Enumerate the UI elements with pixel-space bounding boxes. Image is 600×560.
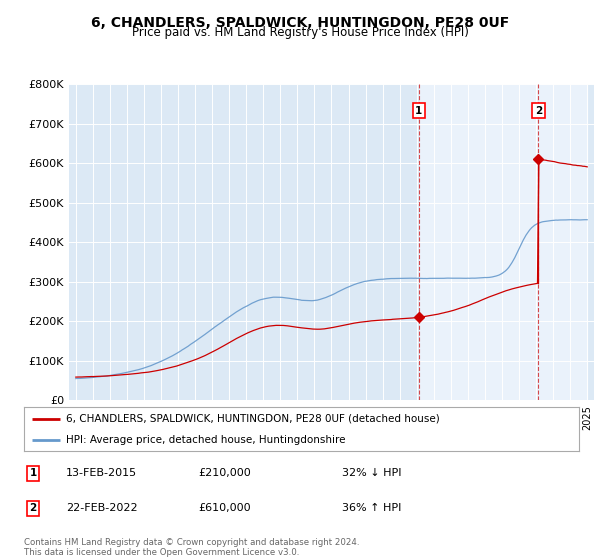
Text: 32% ↓ HPI: 32% ↓ HPI	[342, 468, 401, 478]
Text: 22-FEB-2022: 22-FEB-2022	[66, 503, 137, 514]
Text: 36% ↑ HPI: 36% ↑ HPI	[342, 503, 401, 514]
Text: 2: 2	[29, 503, 37, 514]
Text: 1: 1	[29, 468, 37, 478]
Text: £610,000: £610,000	[198, 503, 251, 514]
Text: 6, CHANDLERS, SPALDWICK, HUNTINGDON, PE28 0UF (detached house): 6, CHANDLERS, SPALDWICK, HUNTINGDON, PE2…	[65, 414, 439, 424]
Bar	[419, 84, 587, 400]
Text: 2: 2	[535, 106, 542, 116]
Text: HPI: Average price, detached house, Huntingdonshire: HPI: Average price, detached house, Hunt…	[65, 435, 345, 445]
Text: 13-FEB-2015: 13-FEB-2015	[66, 468, 137, 478]
Text: Contains HM Land Registry data © Crown copyright and database right 2024.
This d: Contains HM Land Registry data © Crown c…	[24, 538, 359, 557]
Text: Price paid vs. HM Land Registry's House Price Index (HPI): Price paid vs. HM Land Registry's House …	[131, 26, 469, 39]
Text: £210,000: £210,000	[198, 468, 251, 478]
Text: 6, CHANDLERS, SPALDWICK, HUNTINGDON, PE28 0UF: 6, CHANDLERS, SPALDWICK, HUNTINGDON, PE2…	[91, 16, 509, 30]
Text: 1: 1	[415, 106, 422, 116]
